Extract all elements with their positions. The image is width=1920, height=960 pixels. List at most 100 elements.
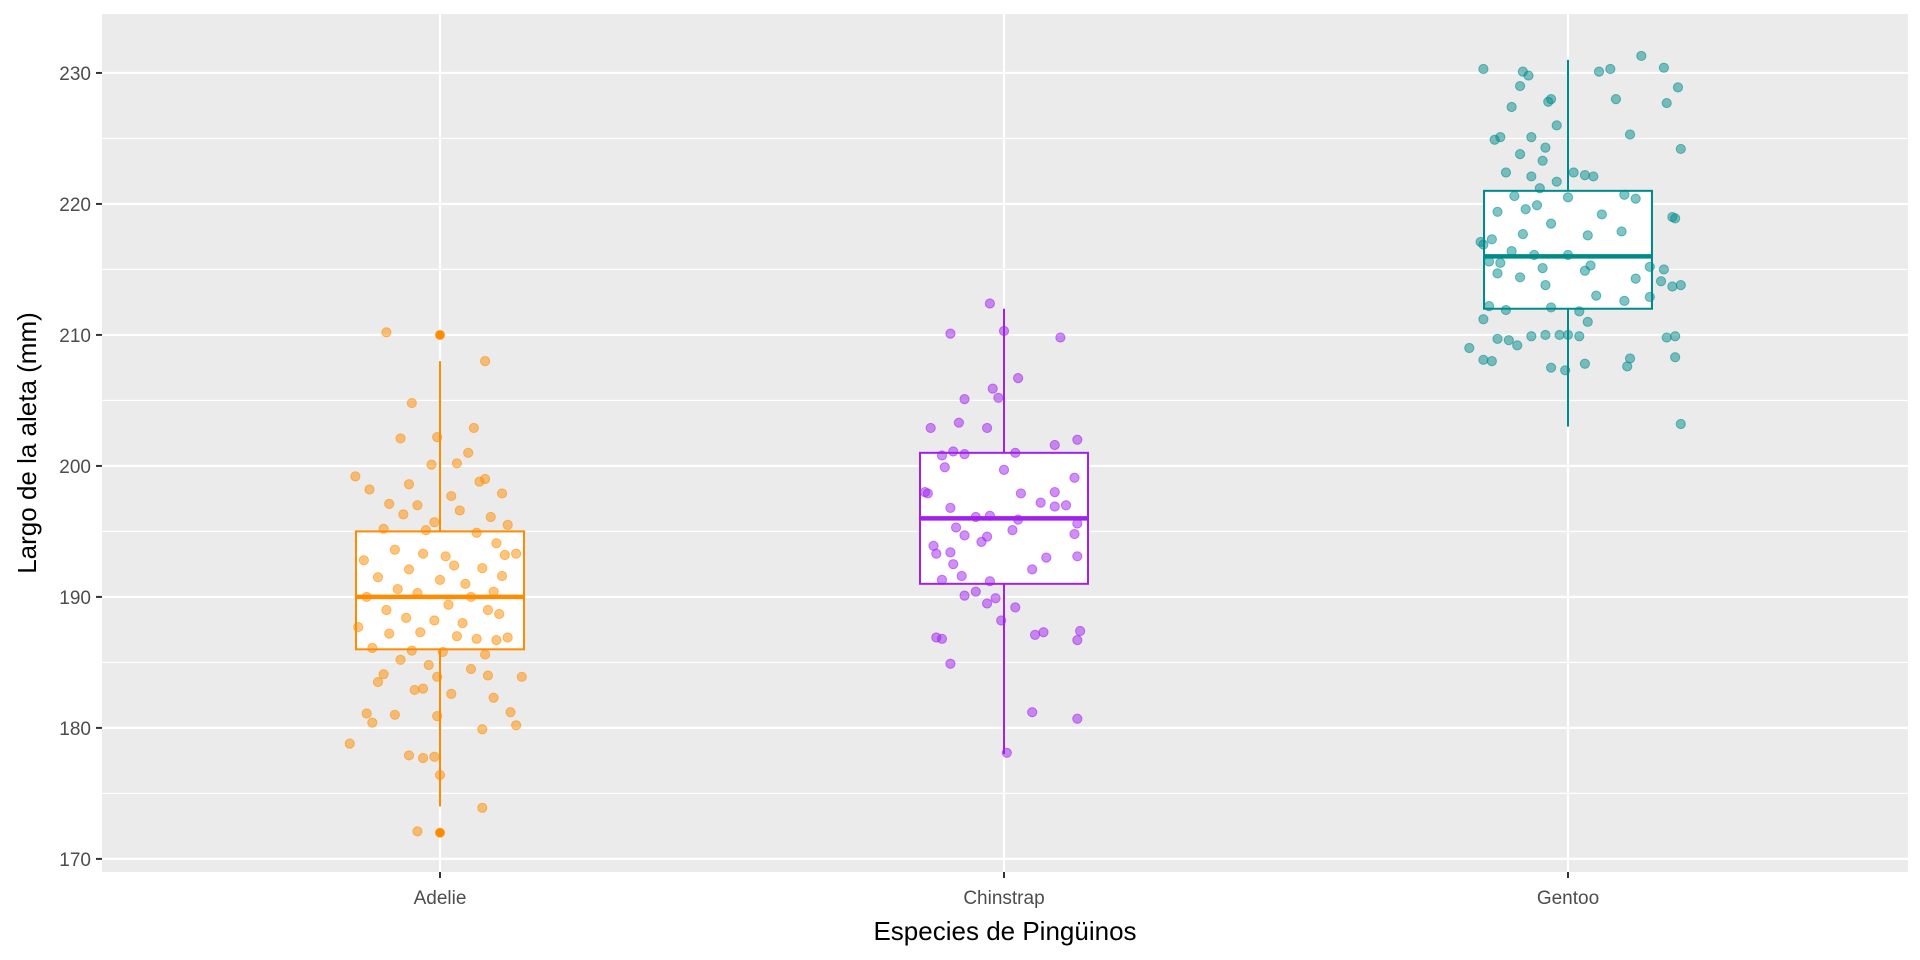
data-point — [1537, 263, 1548, 274]
data-point — [429, 615, 440, 626]
data-point — [412, 826, 423, 837]
data-point — [1526, 331, 1537, 342]
box-iqr — [355, 530, 525, 651]
data-point — [1545, 302, 1557, 313]
data-point — [945, 547, 956, 558]
data-point — [511, 548, 522, 559]
data-point — [434, 329, 446, 341]
data-point — [485, 511, 496, 523]
data-point — [1010, 447, 1021, 458]
data-point — [945, 658, 956, 669]
data-point — [1591, 290, 1602, 301]
data-point — [950, 522, 962, 533]
data-point — [378, 669, 389, 680]
y-axis: 170 180 190 200 210 220 230 — [59, 64, 102, 871]
data-point — [1560, 365, 1571, 376]
data-point — [970, 586, 981, 597]
data-point — [1670, 213, 1681, 224]
data-point — [1619, 295, 1630, 306]
data-point — [1596, 209, 1607, 220]
data-point — [451, 458, 463, 469]
data-point — [1672, 82, 1684, 93]
data-point — [434, 769, 446, 781]
data-point — [1495, 132, 1506, 143]
data-point — [1661, 97, 1672, 109]
data-point — [463, 447, 474, 458]
data-point — [945, 328, 956, 339]
data-point — [389, 544, 400, 555]
data-point — [511, 720, 522, 731]
y-tick-label: 170 — [59, 850, 91, 871]
data-point — [443, 599, 454, 610]
data-point — [406, 397, 417, 409]
data-point — [948, 559, 959, 570]
data-point — [993, 392, 1004, 403]
data-point — [494, 608, 505, 620]
data-point — [1670, 352, 1681, 363]
data-point — [409, 684, 420, 696]
data-point — [1478, 314, 1489, 325]
data-point — [367, 642, 378, 654]
data-point — [432, 671, 443, 682]
y-axis-title: Largo de la aleta (mm) — [12, 312, 42, 574]
y-tick-label: 220 — [59, 195, 91, 216]
data-point — [482, 670, 494, 681]
data-point — [959, 530, 970, 541]
data-point — [364, 484, 375, 495]
data-point — [1630, 193, 1641, 204]
data-point — [381, 604, 392, 616]
data-point — [936, 450, 948, 461]
data-point — [434, 827, 446, 838]
data-point — [998, 464, 1010, 475]
data-point — [984, 298, 996, 309]
data-point — [1500, 167, 1512, 178]
data-point — [1072, 551, 1083, 562]
data-point — [417, 752, 429, 764]
data-point — [432, 711, 443, 722]
data-point — [451, 631, 463, 642]
data-point — [1616, 226, 1627, 237]
data-point — [1506, 245, 1517, 257]
x-axis: Adelie Chinstrap Gentoo — [414, 872, 1599, 909]
data-point — [1514, 149, 1526, 160]
data-point — [465, 591, 477, 603]
data-point — [1483, 301, 1495, 312]
data-point — [1506, 101, 1517, 113]
data-point — [1069, 528, 1080, 540]
data-point — [1545, 362, 1557, 373]
data-point — [953, 417, 964, 428]
data-point — [403, 479, 415, 490]
data-point — [1060, 500, 1072, 511]
data-point — [1526, 132, 1537, 143]
data-point — [471, 527, 482, 538]
data-point — [417, 548, 429, 559]
data-point — [1540, 329, 1551, 341]
data-point — [936, 633, 948, 644]
data-point — [1523, 70, 1534, 81]
y-tick-label: 230 — [59, 64, 91, 85]
data-point — [1568, 167, 1579, 178]
data-point — [1545, 218, 1557, 229]
data-point — [936, 574, 948, 585]
data-point — [474, 476, 485, 487]
data-point — [956, 570, 967, 582]
data-point — [1658, 62, 1669, 73]
data-point — [440, 551, 451, 562]
data-point — [417, 683, 429, 694]
y-tick-label: 180 — [59, 719, 91, 740]
data-point — [1512, 340, 1523, 351]
data-point — [1562, 329, 1574, 341]
data-point — [1478, 239, 1489, 250]
data-point — [1574, 331, 1585, 342]
data-point — [420, 525, 431, 536]
box-iqr — [1483, 189, 1653, 310]
data-point — [987, 383, 998, 394]
data-point — [401, 612, 412, 623]
data-point — [1582, 316, 1593, 327]
data-point — [372, 572, 384, 583]
data-point — [1562, 249, 1574, 261]
data-point — [1655, 276, 1667, 287]
data-point — [412, 587, 423, 599]
data-point — [361, 591, 372, 603]
